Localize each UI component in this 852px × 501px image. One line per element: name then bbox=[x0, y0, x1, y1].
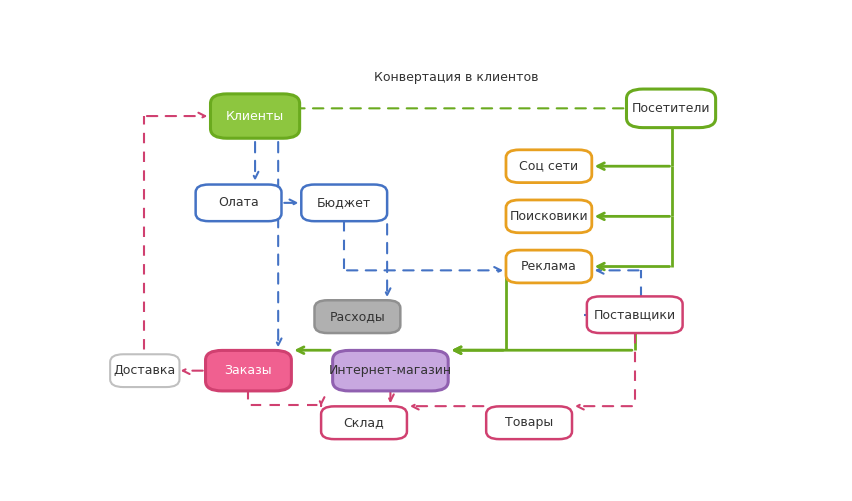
FancyBboxPatch shape bbox=[110, 354, 180, 387]
Text: Посетители: Посетители bbox=[632, 102, 711, 115]
FancyBboxPatch shape bbox=[332, 350, 448, 391]
FancyBboxPatch shape bbox=[506, 150, 592, 182]
Text: Товары: Товары bbox=[505, 416, 553, 429]
FancyBboxPatch shape bbox=[302, 184, 387, 221]
Text: Реклама: Реклама bbox=[521, 260, 577, 273]
Text: Соц сети: Соц сети bbox=[520, 160, 579, 173]
Text: Поисковики: Поисковики bbox=[509, 210, 588, 223]
Text: Бюджет: Бюджет bbox=[317, 196, 371, 209]
FancyBboxPatch shape bbox=[486, 406, 572, 439]
Text: Олата: Олата bbox=[218, 196, 259, 209]
Text: Конвертация в клиентов: Конвертация в клиентов bbox=[374, 71, 538, 84]
Text: Поставщики: Поставщики bbox=[594, 308, 676, 321]
Text: Доставка: Доставка bbox=[113, 364, 176, 377]
Text: Склад: Склад bbox=[343, 416, 384, 429]
FancyBboxPatch shape bbox=[210, 94, 300, 138]
Text: Клиенты: Клиенты bbox=[226, 110, 285, 123]
FancyBboxPatch shape bbox=[205, 350, 291, 391]
Text: Заказы: Заказы bbox=[225, 364, 273, 377]
FancyBboxPatch shape bbox=[587, 297, 682, 333]
FancyBboxPatch shape bbox=[506, 250, 592, 283]
Text: Интернет-магазин: Интернет-магазин bbox=[329, 364, 452, 377]
FancyBboxPatch shape bbox=[196, 184, 281, 221]
FancyBboxPatch shape bbox=[506, 200, 592, 233]
FancyBboxPatch shape bbox=[626, 89, 716, 128]
Text: Расходы: Расходы bbox=[330, 310, 385, 323]
FancyBboxPatch shape bbox=[321, 406, 407, 439]
FancyBboxPatch shape bbox=[314, 300, 400, 333]
